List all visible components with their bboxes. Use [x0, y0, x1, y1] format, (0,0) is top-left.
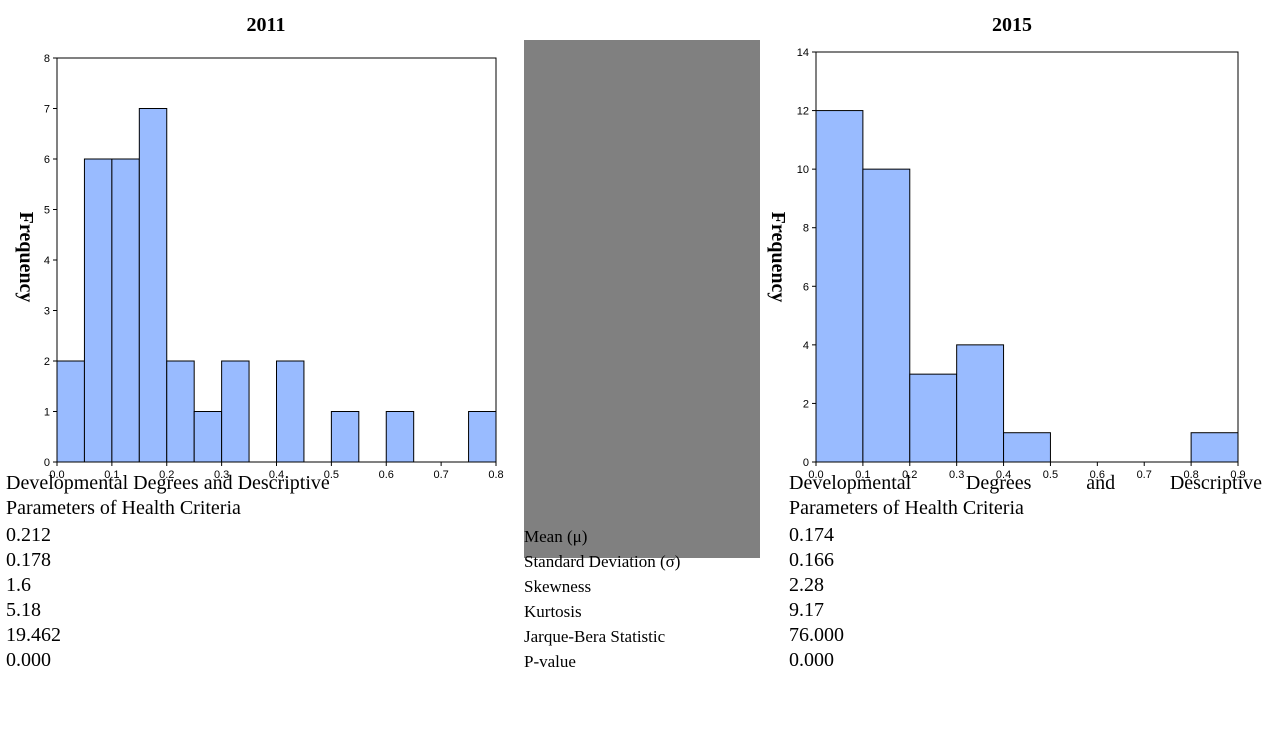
histogram-bar [83, 158, 113, 463]
y-tick-label: 5 [44, 205, 50, 217]
histogram-bar [956, 344, 1005, 463]
value-2011-pvalue: 0.000 [6, 649, 51, 671]
value-2011-sd: 0.178 [6, 549, 51, 571]
plot-frame [815, 51, 1239, 463]
caption-right-line1: Developmental Degrees and Descriptive [789, 471, 1262, 496]
y-tick-label: 8 [803, 223, 809, 235]
y-tick-label: 12 [797, 106, 809, 118]
histogram-bar [276, 360, 305, 463]
param-sd: Standard Deviation (σ) [524, 552, 681, 571]
histogram-bar [193, 411, 223, 463]
y-axis-label: Frequency [767, 212, 789, 303]
y-tick-label: 4 [44, 255, 50, 267]
x-tick-label: 0.8 [488, 469, 503, 480]
caption-word: and [1086, 472, 1116, 494]
value-2011-mean: 0.212 [6, 524, 51, 546]
y-axis-label: Frequency [15, 212, 37, 303]
x-tick-label: 0.1 [855, 469, 870, 480]
histogram-bar [221, 360, 250, 463]
histogram-bar [166, 360, 195, 463]
value-2015-jb: 76.000 [789, 624, 844, 646]
y-tick-label: 4 [803, 340, 809, 352]
histogram-bar [56, 360, 85, 463]
x-tick-label: 0.3 [214, 469, 229, 480]
param-mean: Mean (μ) [524, 527, 588, 546]
x-tick-label: 0.1 [104, 469, 119, 480]
x-tick-label: 0.7 [1137, 469, 1152, 480]
histogram-bar [330, 411, 360, 463]
value-2011-kurtosis: 5.18 [6, 599, 41, 621]
y-tick-label: 10 [797, 164, 809, 176]
param-pvalue: P-value [524, 652, 576, 671]
histogram-2015: 2015 Frequency 0 2 4 6 8 10 12 14 0.0 0.1 0.2 0.3 0.4 0… [767, 14, 1246, 480]
y-tick-label: 3 [44, 306, 50, 318]
x-tick-label: 0.5 [1043, 469, 1058, 480]
y-tick-label: 2 [803, 398, 809, 410]
value-2011-skewness: 1.6 [6, 574, 31, 596]
histogram-bar [1190, 432, 1239, 463]
x-tick-label: 0.2 [902, 469, 917, 480]
caption-right-line2: Parameters of Health Criteria [789, 497, 1024, 519]
caption-word: Developmental [789, 472, 912, 494]
x-tick-label: 0.5 [324, 469, 339, 480]
x-tick-label: 0.0 [808, 469, 823, 480]
x-tick-label: 0.4 [996, 469, 1011, 480]
y-tick-label: 0 [803, 457, 809, 469]
param-jb: Jarque-Bera Statistic [524, 627, 666, 646]
chart-title: 2011 [247, 14, 286, 36]
histogram-bar [909, 373, 958, 463]
param-kurtosis: Kurtosis [524, 602, 582, 621]
x-tick-label: 0.6 [379, 469, 394, 480]
gray-panel [524, 40, 760, 558]
histogram-bar [138, 108, 168, 463]
value-2015-sd: 0.166 [789, 549, 834, 571]
histogram-bar [815, 110, 864, 463]
x-tick-label: 0.4 [269, 469, 284, 480]
caption-word: Degrees [965, 472, 1032, 494]
y-tick-label: 2 [44, 356, 50, 368]
histogram-bar [111, 158, 140, 463]
x-tick-label: 0.8 [1183, 469, 1198, 480]
histogram-2011: 2011 Frequency 0 1 2 3 4 5 6 7 8 0.0 0.1 0.2 0.3 0.4 0.5… [15, 14, 504, 480]
y-tick-label: 14 [797, 47, 809, 59]
value-2015-mean: 0.174 [789, 524, 834, 546]
y-tick-label: 8 [44, 53, 50, 65]
value-2011-jb: 19.462 [6, 624, 61, 646]
y-tick-label: 0 [44, 457, 50, 469]
x-tick-label: 0.2 [159, 469, 174, 480]
histogram-bar [1003, 432, 1051, 463]
value-2015-pvalue: 0.000 [789, 649, 834, 671]
x-tick-label: 0.6 [1090, 469, 1105, 480]
value-2015-kurtosis: 9.17 [789, 599, 824, 621]
param-skewness: Skewness [524, 577, 592, 596]
histogram-bar [862, 168, 911, 463]
x-tick-label: 0.0 [49, 469, 64, 480]
y-tick-label: 6 [44, 154, 50, 166]
y-tick-label: 7 [44, 104, 50, 116]
histogram-bar [385, 411, 415, 463]
caption-left-line2: Parameters of Health Criteria [6, 497, 241, 519]
chart-title: 2015 [992, 14, 1032, 36]
x-tick-label: 0.7 [433, 469, 448, 480]
y-tick-label: 6 [803, 281, 809, 293]
y-tick-label: 1 [44, 407, 50, 419]
x-tick-label: 0.3 [949, 469, 964, 480]
caption-left-line1: Developmental Degrees and Descriptive [6, 472, 330, 494]
histogram-bar [468, 411, 497, 463]
x-tick-label: 0.9 [1230, 469, 1245, 480]
value-2015-skewness: 2.28 [789, 574, 824, 596]
caption-word: Descriptive [1169, 472, 1262, 494]
